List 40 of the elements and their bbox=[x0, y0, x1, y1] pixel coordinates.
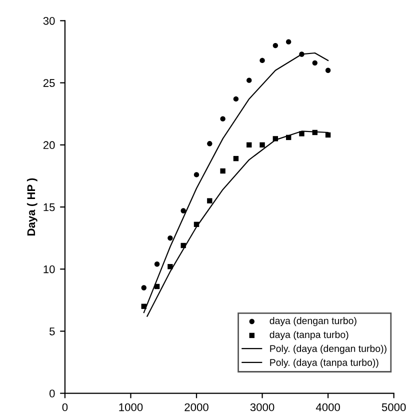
legend-label: Poly. (daya (tanpa turbo)) bbox=[270, 358, 378, 368]
point bbox=[286, 39, 292, 44]
point bbox=[246, 78, 252, 83]
point bbox=[233, 156, 239, 162]
y-tick-label: 15 bbox=[44, 203, 55, 212]
point bbox=[207, 198, 212, 204]
point bbox=[299, 131, 304, 136]
point bbox=[207, 141, 212, 146]
legend-label: daya (dengan turbo) bbox=[270, 317, 356, 326]
point bbox=[168, 235, 173, 241]
y-tick-label: 25 bbox=[43, 79, 55, 87]
x-tick-label: 1000 bbox=[119, 403, 143, 412]
y-axis-title: Daya ( HP ) bbox=[26, 178, 38, 236]
x-tick-label: 5000 bbox=[382, 403, 406, 412]
x-tick-label: 4000 bbox=[316, 403, 340, 412]
legend-label: Poly. (daya (dengan turbo)) bbox=[270, 344, 386, 354]
point bbox=[194, 172, 200, 178]
point bbox=[220, 168, 226, 174]
point bbox=[141, 285, 146, 290]
y-tick-label: 10 bbox=[44, 265, 55, 274]
y-tick-label: 20 bbox=[43, 141, 55, 150]
y-tick-label: 0 bbox=[49, 390, 55, 398]
point bbox=[220, 116, 226, 122]
x-tick-label: 3000 bbox=[250, 403, 274, 412]
line-series bbox=[143, 52, 329, 314]
point bbox=[246, 142, 252, 148]
point bbox=[325, 68, 331, 73]
point bbox=[272, 42, 278, 48]
point bbox=[180, 208, 186, 214]
point bbox=[260, 58, 265, 64]
point bbox=[260, 142, 265, 148]
point bbox=[154, 262, 160, 267]
point bbox=[168, 264, 173, 270]
x-tick-label: 2000 bbox=[184, 403, 208, 412]
point bbox=[312, 60, 318, 66]
x-tick-label: 0 bbox=[62, 403, 68, 412]
y-tick-label: 5 bbox=[50, 328, 55, 336]
legend-label: daya (tanpa turbo) bbox=[270, 330, 348, 340]
y-tick-label: 30 bbox=[43, 16, 55, 25]
point bbox=[233, 96, 239, 102]
